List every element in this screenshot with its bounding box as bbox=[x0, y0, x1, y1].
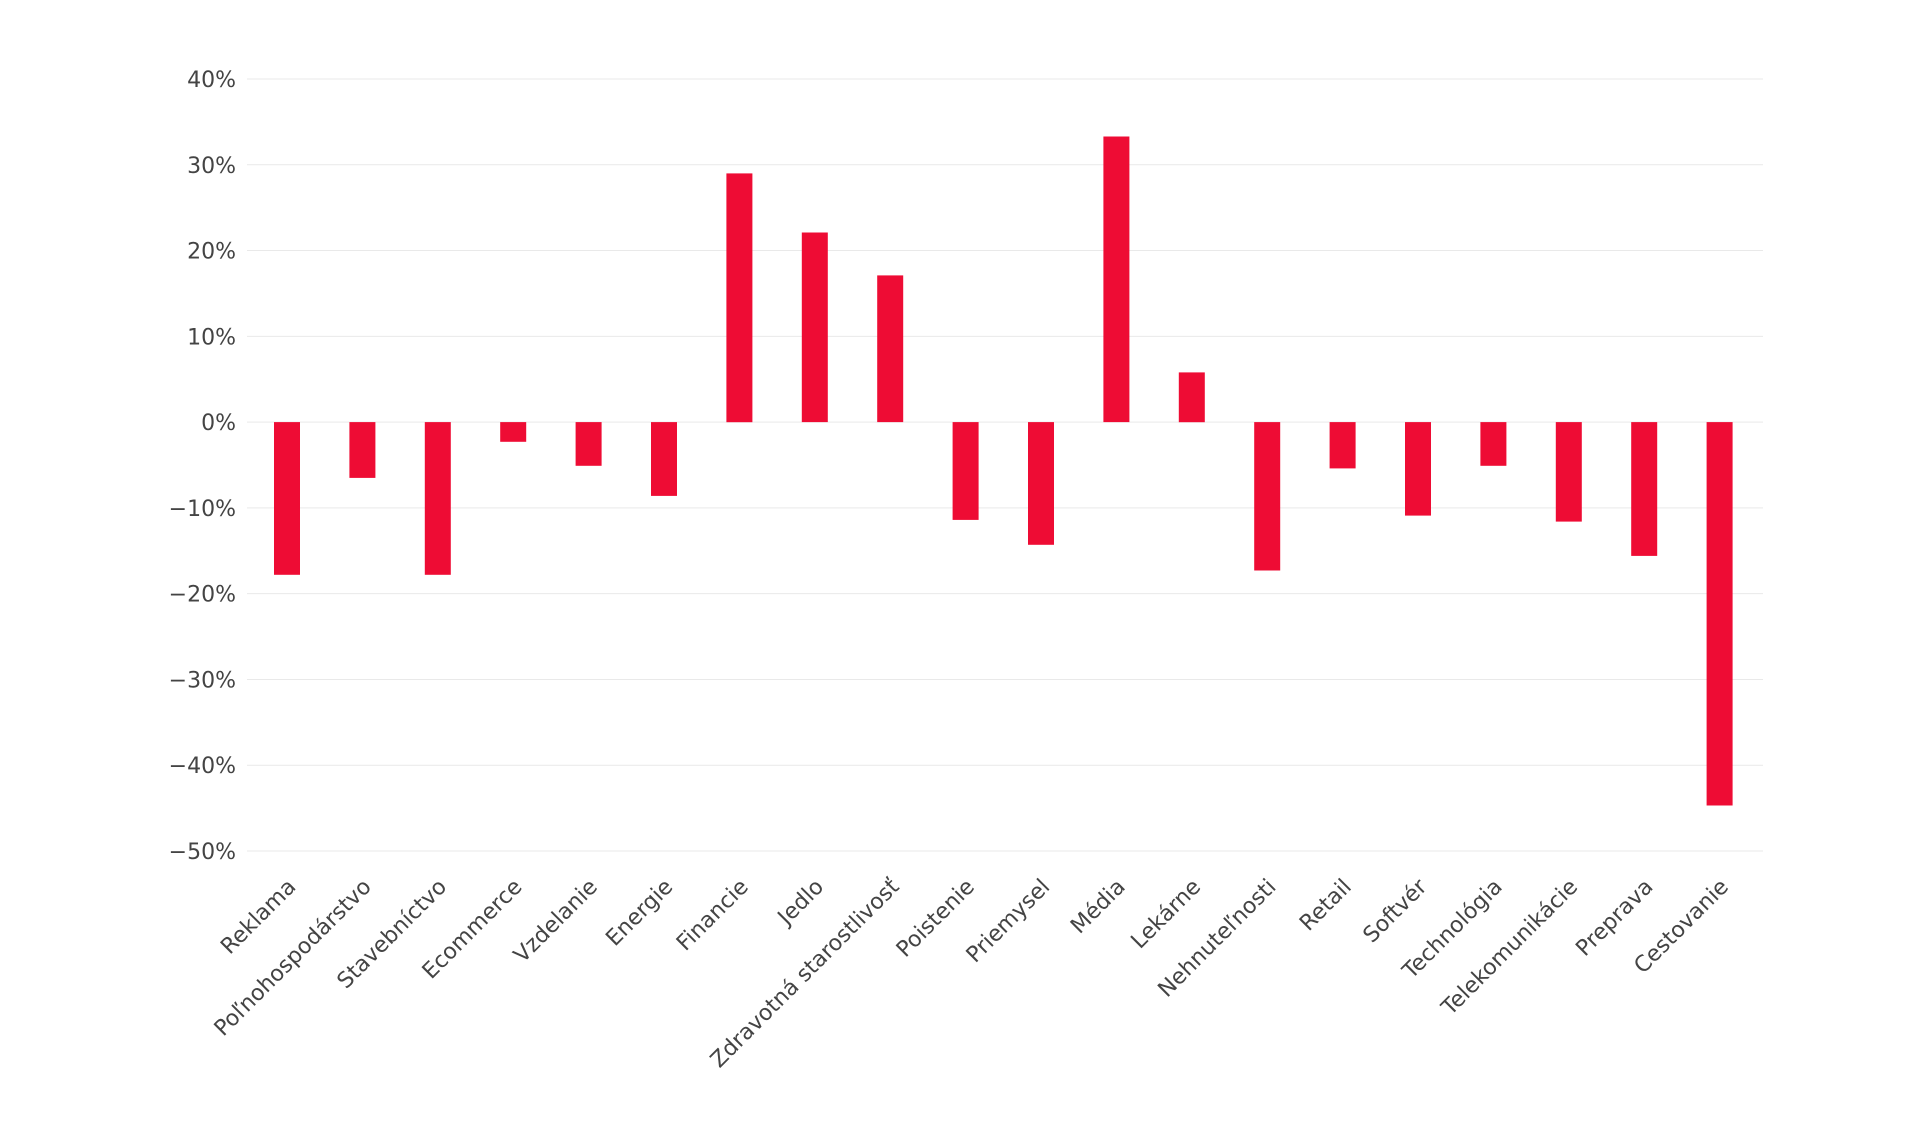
grid-lines bbox=[247, 78, 1763, 852]
bar bbox=[1631, 422, 1658, 556]
x-category-label: Lekárne bbox=[1127, 875, 1206, 954]
y-tick-label: −40% bbox=[169, 754, 236, 779]
y-tick-label: −50% bbox=[169, 840, 236, 865]
y-tick-label: 10% bbox=[187, 325, 236, 350]
bar bbox=[575, 422, 602, 466]
bar bbox=[1329, 422, 1356, 469]
x-category-label: Média bbox=[1066, 875, 1130, 939]
x-category-label: Telekomunikácie bbox=[1436, 875, 1583, 1022]
y-tick-label: 30% bbox=[187, 154, 236, 179]
y-tick-label: −20% bbox=[169, 583, 236, 608]
x-category-label: Jedlo bbox=[772, 875, 829, 932]
x-category-label: Retail bbox=[1295, 875, 1357, 937]
bar bbox=[1405, 422, 1431, 516]
x-category-label: Financie bbox=[672, 875, 754, 957]
bar bbox=[1254, 422, 1281, 571]
y-tick-label: −10% bbox=[169, 497, 236, 522]
bar bbox=[651, 422, 677, 496]
bar bbox=[1178, 372, 1205, 423]
bar bbox=[1028, 422, 1054, 545]
y-tick-label: 40% bbox=[187, 68, 236, 93]
bar bbox=[500, 422, 527, 442]
y-tick-label: −30% bbox=[169, 668, 236, 693]
x-category-label: Energie bbox=[601, 875, 678, 952]
bar bbox=[801, 232, 828, 423]
x-axis-category-labels: ReklamaPoľnohospodárstvoStavebníctvoEcom… bbox=[210, 874, 1734, 1073]
bar bbox=[424, 422, 451, 575]
bar bbox=[1706, 422, 1733, 806]
y-tick-label: 20% bbox=[187, 240, 236, 265]
bar bbox=[952, 422, 979, 520]
bar bbox=[349, 422, 376, 478]
bar bbox=[1555, 422, 1582, 522]
bar bbox=[877, 275, 904, 423]
x-category-label: Softvér bbox=[1359, 874, 1433, 948]
bar bbox=[1480, 422, 1507, 466]
bars bbox=[274, 136, 1733, 806]
bar bbox=[1103, 136, 1130, 423]
bar bbox=[726, 173, 753, 423]
y-axis-tick-labels: 40% 30% 20% 10% 0% −10% −20% −30% −40% −50% bbox=[169, 68, 236, 865]
bar bbox=[274, 422, 300, 575]
y-tick-label: 0% bbox=[201, 411, 236, 436]
